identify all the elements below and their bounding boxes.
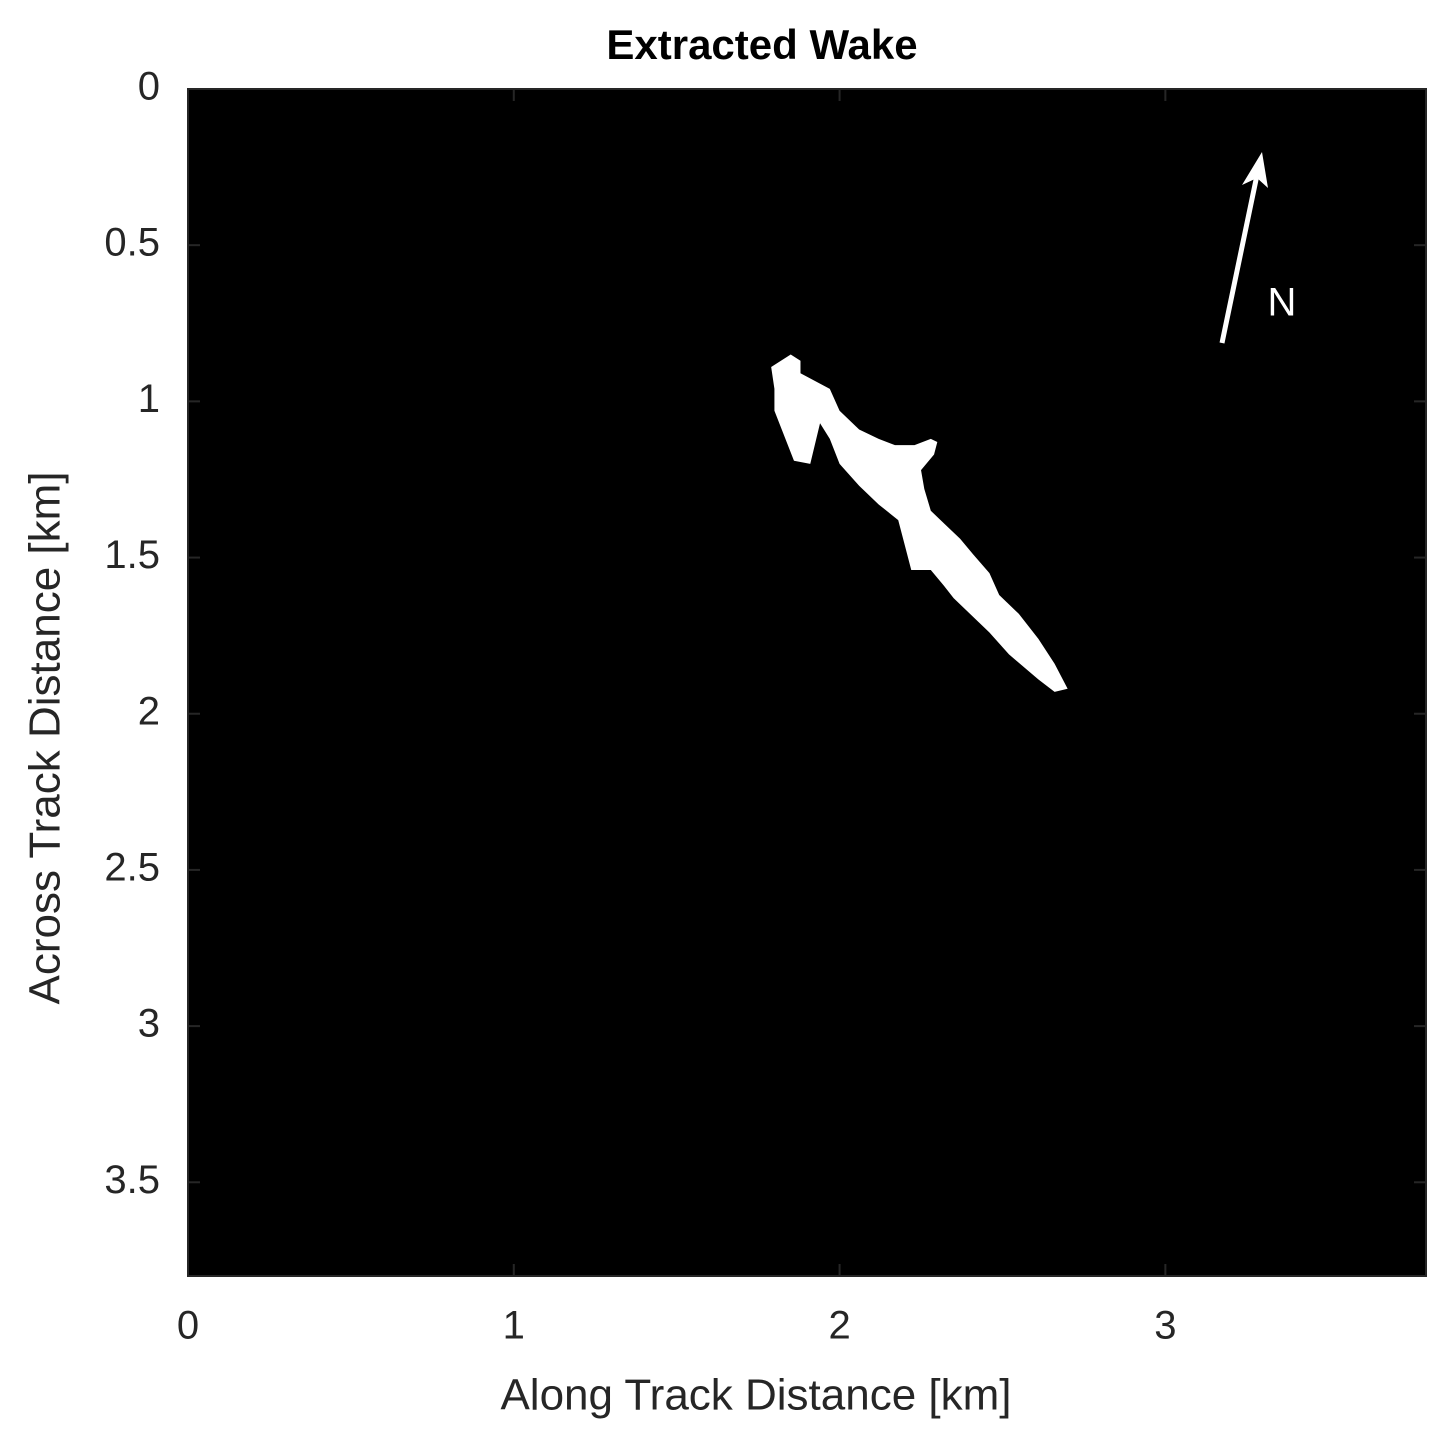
annotation: N bbox=[1268, 281, 1297, 325]
y-tick-label: 2.5 bbox=[104, 845, 160, 889]
plot-area bbox=[188, 89, 1426, 1276]
y-tick-label: 3 bbox=[138, 1002, 160, 1046]
chart-title: Extracted Wake bbox=[606, 21, 917, 68]
y-tick-label: 1 bbox=[138, 377, 160, 421]
y-axis-label: Across Track Distance [km] bbox=[21, 471, 70, 1004]
y-tick-label: 1.5 bbox=[104, 533, 160, 577]
x-tick-label: 1 bbox=[503, 1304, 525, 1348]
y-tick-label: 0.5 bbox=[104, 221, 160, 265]
x-tick-label: 2 bbox=[828, 1304, 850, 1348]
x-tick-label: 0 bbox=[177, 1304, 199, 1348]
y-tick-label: 3.5 bbox=[104, 1158, 160, 1202]
wake-region bbox=[771, 354, 1068, 692]
y-tick-label: 0 bbox=[138, 65, 160, 109]
y-tick-label: 2 bbox=[138, 689, 160, 733]
north-arrow-head bbox=[1242, 152, 1268, 188]
x-tick-label: 3 bbox=[1154, 1304, 1176, 1348]
north-arrow bbox=[1219, 174, 1260, 344]
x-axis-label: Along Track Distance [km] bbox=[500, 1371, 1011, 1420]
plot-frame bbox=[187, 88, 1427, 1277]
